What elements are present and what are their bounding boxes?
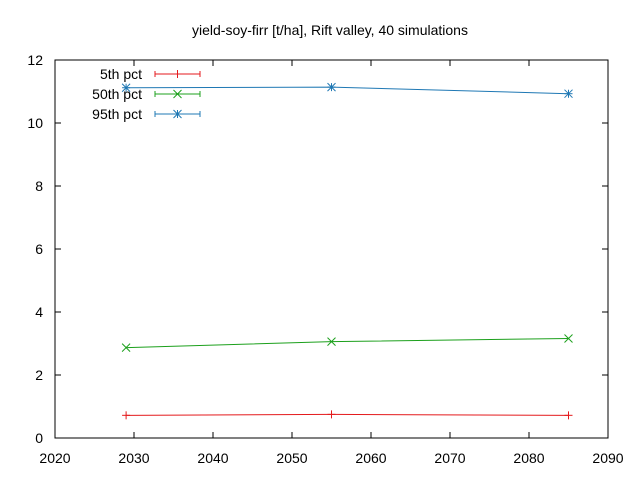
- legend: 5th pct 50th pct 95th pct: [92, 66, 201, 122]
- x-tick-label: 2020: [39, 450, 70, 466]
- y-tick-label: 4: [35, 304, 43, 320]
- legend-label: 95th pct: [92, 106, 142, 122]
- x-tick-label: 2090: [592, 450, 623, 466]
- series-line: [126, 337, 569, 349]
- legend-marker: [173, 89, 182, 99]
- data-point: [327, 82, 336, 92]
- data-point: [121, 83, 131, 93]
- x-tick-label: 2050: [276, 450, 307, 466]
- y-tick-label: 10: [27, 115, 43, 131]
- legend-label: 5th pct: [100, 66, 142, 82]
- data-point: [327, 337, 336, 346]
- data-point: [122, 411, 131, 420]
- chart-title: yield-soy-firr [t/ha], Rift valley, 40 s…: [192, 22, 468, 38]
- series-2: [121, 82, 573, 99]
- series-0: [122, 410, 573, 420]
- data-point: [564, 334, 573, 343]
- y-tick-label: 8: [35, 178, 43, 194]
- series-layer: [121, 82, 573, 420]
- series-line: [126, 86, 569, 95]
- x-tick-label: 2070: [434, 450, 465, 466]
- y-tick-label: 0: [35, 430, 43, 446]
- data-point: [327, 410, 336, 419]
- data-point: [121, 343, 131, 352]
- x-tick-label: 2030: [118, 450, 149, 466]
- series-line: [126, 413, 569, 416]
- data-point: [564, 411, 573, 420]
- legend-label: 50th pct: [92, 86, 142, 102]
- y-tick-label: 2: [35, 367, 43, 383]
- x-tick-label: 2060: [355, 450, 386, 466]
- data-point: [564, 89, 573, 99]
- legend-marker: [173, 70, 182, 78]
- y-tick-label: 6: [35, 241, 43, 257]
- axes: 2020 2030 2040 2050 2060 2070 2080 2090 0 2 4 6 8 10 1…: [27, 52, 623, 466]
- legend-marker: [173, 109, 182, 119]
- x-tick-label: 2080: [513, 450, 544, 466]
- x-tick-label: 2040: [197, 450, 228, 466]
- y-tick-label: 12: [27, 52, 43, 68]
- series-1: [121, 334, 573, 352]
